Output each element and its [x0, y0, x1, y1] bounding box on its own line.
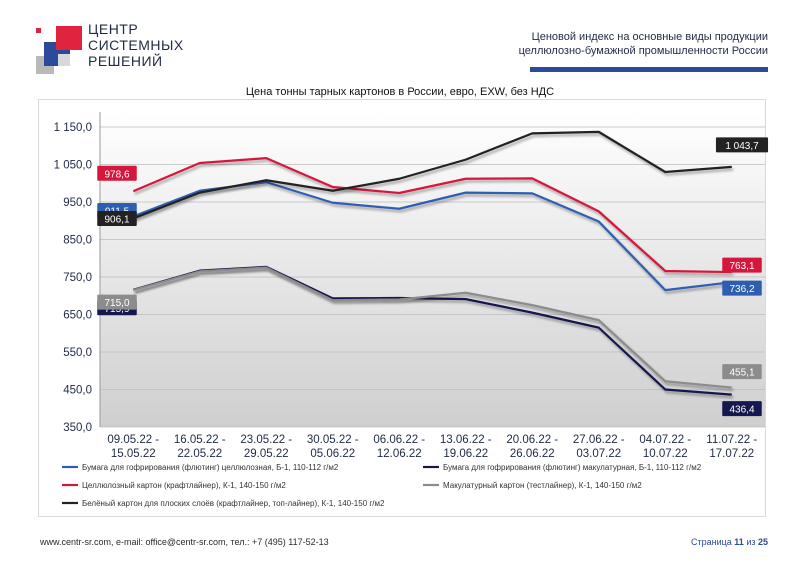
x-tick-label: 15.05.22	[111, 448, 156, 460]
legend-label: Бумага для гофрирования (флютинг) целлюл…	[82, 463, 339, 472]
plot-area	[100, 112, 765, 427]
x-tick-label: 12.06.22	[377, 448, 422, 460]
header-line-1: Ценовой индекс на основные виды продукци…	[531, 31, 768, 43]
x-tick-label: 20.06.22 -	[506, 434, 558, 446]
y-tick-label: 350,0	[63, 422, 92, 434]
x-tick-label: 06.06.22 -	[373, 434, 425, 446]
logo-line-3: РЕШЕНИЙ	[88, 53, 163, 69]
x-tick-label: 29.05.22	[244, 448, 289, 460]
data-label: 763,1	[729, 261, 754, 272]
logo-square-red	[56, 26, 82, 50]
series-line	[132, 130, 732, 220]
logo-dot	[36, 28, 41, 33]
page-of: из	[746, 537, 756, 547]
logo-square-lightgray	[58, 54, 70, 66]
y-tick-label: 750,0	[63, 272, 92, 284]
header-line-2: целлюлозно-бумажной промышленности Росси…	[518, 45, 768, 57]
data-label: 436,4	[729, 405, 754, 416]
data-label-box	[715, 137, 769, 153]
data-label: 455,1	[729, 368, 754, 379]
y-tick-label: 1 150,0	[54, 122, 92, 134]
report-header: Ценовой индекс на основные виды продукци…	[519, 30, 768, 58]
data-label: 736,2	[729, 284, 754, 295]
chart-frame	[38, 99, 766, 517]
legend-label: Бумага для гофрирования (флютинг) макула…	[443, 463, 702, 472]
x-tick-label: 26.06.22	[510, 448, 555, 460]
legend-label: Макулатурный картон (тестлайнер), К-1, 1…	[443, 481, 642, 490]
logo-line-2: СИСТЕМНЫХ	[88, 37, 184, 53]
y-tick-label: 850,0	[63, 235, 92, 247]
legend-label: Целлюлозный картон (крафтлайнер), К-1, 1…	[82, 481, 286, 490]
y-tick-label: 550,0	[63, 347, 92, 359]
y-tick-label: 1 050,0	[54, 160, 92, 172]
data-label: 1 043,7	[725, 141, 759, 152]
data-label-box	[722, 401, 762, 417]
x-tick-label: 11.07.22 -	[706, 434, 757, 446]
x-tick-label: 27.06.22 -	[573, 434, 625, 446]
data-label: 978,6	[104, 169, 129, 180]
company-logo	[36, 26, 82, 74]
x-tick-label: 05.06.22	[310, 448, 355, 460]
x-tick-label: 23.05.22 -	[240, 434, 292, 446]
chart-title: Цена тонны тарных картонов в России, евр…	[245, 86, 555, 98]
x-tick-label: 19.06.22	[443, 448, 488, 460]
data-label-box	[722, 364, 762, 380]
x-tick-label: 09.05.22 -	[107, 434, 159, 446]
data-label-box	[722, 257, 762, 273]
data-label-box	[97, 210, 137, 226]
logo-line-1: ЦЕНТР	[88, 21, 139, 37]
page-indicator: Страница 11 из 25	[691, 537, 768, 547]
legend-label: Белёный картон для плоских слоёв (крафтл…	[82, 499, 385, 508]
y-tick-label: 950,0	[63, 197, 92, 209]
series-line	[132, 266, 732, 389]
y-tick-label: 650,0	[63, 310, 92, 322]
series-line	[132, 157, 732, 274]
x-tick-label: 13.06.22 -	[440, 434, 492, 446]
x-tick-label: 04.07.22 -	[639, 434, 691, 446]
x-tick-label: 16.05.22 -	[174, 434, 226, 446]
data-label: 906,1	[104, 214, 129, 225]
data-label-box	[97, 165, 137, 181]
data-label-box	[97, 294, 137, 310]
x-tick-label: 03.07.22	[576, 448, 621, 460]
data-label-box	[722, 280, 762, 296]
y-tick-label: 450,0	[63, 385, 92, 397]
data-label: 715,0	[104, 298, 129, 309]
x-tick-label: 22.05.22	[177, 448, 222, 460]
page-total: 25	[757, 537, 768, 547]
x-tick-label: 30.05.22 -	[307, 434, 359, 446]
page-word: Страница	[690, 537, 732, 547]
footer-contacts: www.centr-sr.com, e-mail: office@centr-s…	[40, 537, 329, 547]
x-tick-label: 17.07.22	[709, 448, 754, 460]
logo-text: ЦЕНТР СИСТЕМНЫХ РЕШЕНИЙ	[88, 22, 184, 70]
x-tick-label: 10.07.22	[643, 448, 688, 460]
header-accent-bar	[530, 67, 768, 72]
page-number: 11	[734, 537, 744, 547]
